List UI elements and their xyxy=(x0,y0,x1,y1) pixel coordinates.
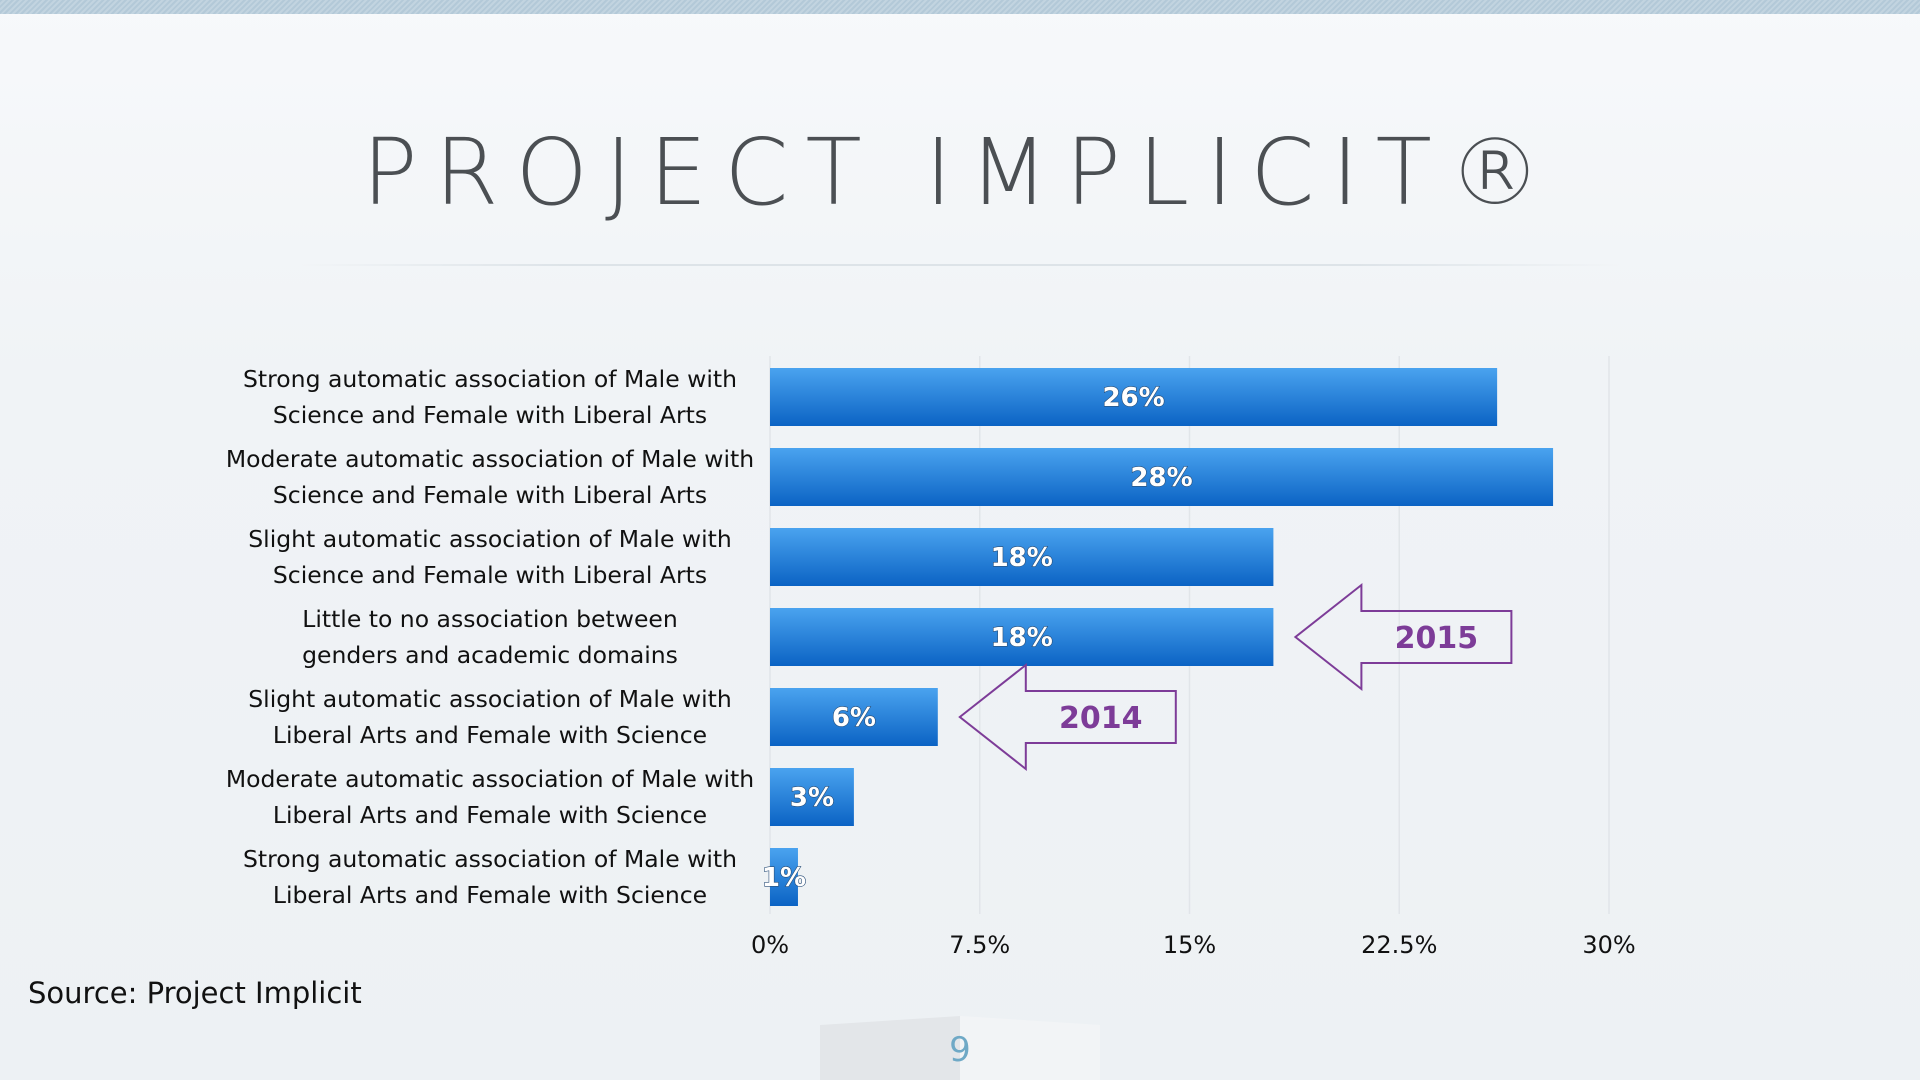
data-labels: 26% 28% 18% 18% 6% 3% 1% xyxy=(761,382,1193,893)
top-decorative-band xyxy=(0,0,1920,14)
callout-arrow xyxy=(958,662,1177,772)
x-axis-ticks: 0% 7.5% 15% 22.5% 30% xyxy=(751,931,1636,959)
page-tab-shade-left xyxy=(820,1016,960,1080)
category-label: Liberal Arts and Female with Science xyxy=(273,881,707,909)
category-label: genders and academic domains xyxy=(302,641,678,669)
bar-data-label: 18% xyxy=(991,623,1053,653)
category-labels: Strong automatic association of Male wit… xyxy=(226,365,754,909)
category-label: Slight automatic association of Male wit… xyxy=(248,685,732,713)
bar xyxy=(770,528,1274,586)
x-tick-label: 0% xyxy=(751,931,789,959)
bar-data-label: 1% xyxy=(762,863,806,893)
bar-data-label: 26% xyxy=(1102,383,1164,413)
bar-data-label: 28% xyxy=(1130,463,1192,493)
x-tick-label: 30% xyxy=(1582,931,1635,959)
bar xyxy=(770,608,1274,666)
bars xyxy=(770,368,1554,906)
category-label: Moderate automatic association of Male w… xyxy=(226,445,754,473)
category-label: Liberal Arts and Female with Science xyxy=(273,721,707,749)
category-label: Science and Female with Liberal Arts xyxy=(273,481,707,509)
bar-data-label: 6% xyxy=(832,703,876,733)
page-number: 9 xyxy=(949,1030,971,1070)
source-note: Source: Project Implicit xyxy=(28,976,362,1010)
page-number-tab: 9 xyxy=(820,1002,1100,1080)
bar xyxy=(770,688,938,746)
slide-title: PROJECT IMPLICIT® xyxy=(362,119,1558,226)
bar-data-label: 18% xyxy=(991,543,1053,573)
x-tick-label: 7.5% xyxy=(949,931,1010,959)
x-tick-label: 15% xyxy=(1163,931,1216,959)
category-label: Strong automatic association of Male wit… xyxy=(243,845,737,873)
bar xyxy=(770,768,854,826)
page-tab-shade-right xyxy=(960,1016,1100,1080)
category-label: Moderate automatic association of Male w… xyxy=(226,765,754,793)
category-label: Science and Female with Liberal Arts xyxy=(273,401,707,429)
category-label: Liberal Arts and Female with Science xyxy=(273,801,707,829)
callout-arrow xyxy=(1293,582,1513,692)
category-label: Slight automatic association of Male wit… xyxy=(248,525,732,553)
callouts: 2015 2014 xyxy=(958,582,1513,772)
callout-year-label: 2014 xyxy=(1059,701,1143,736)
bar xyxy=(770,848,798,906)
category-label: Little to no association between xyxy=(302,605,678,633)
bar xyxy=(770,368,1498,426)
category-label: Science and Female with Liberal Arts xyxy=(273,561,707,589)
x-tick-label: 22.5% xyxy=(1361,931,1437,959)
bar xyxy=(770,448,1554,506)
callout-year-label: 2015 xyxy=(1395,621,1479,656)
category-label: Strong automatic association of Male wit… xyxy=(243,365,737,393)
bar-data-label: 3% xyxy=(790,783,834,813)
title-divider xyxy=(300,264,1620,266)
